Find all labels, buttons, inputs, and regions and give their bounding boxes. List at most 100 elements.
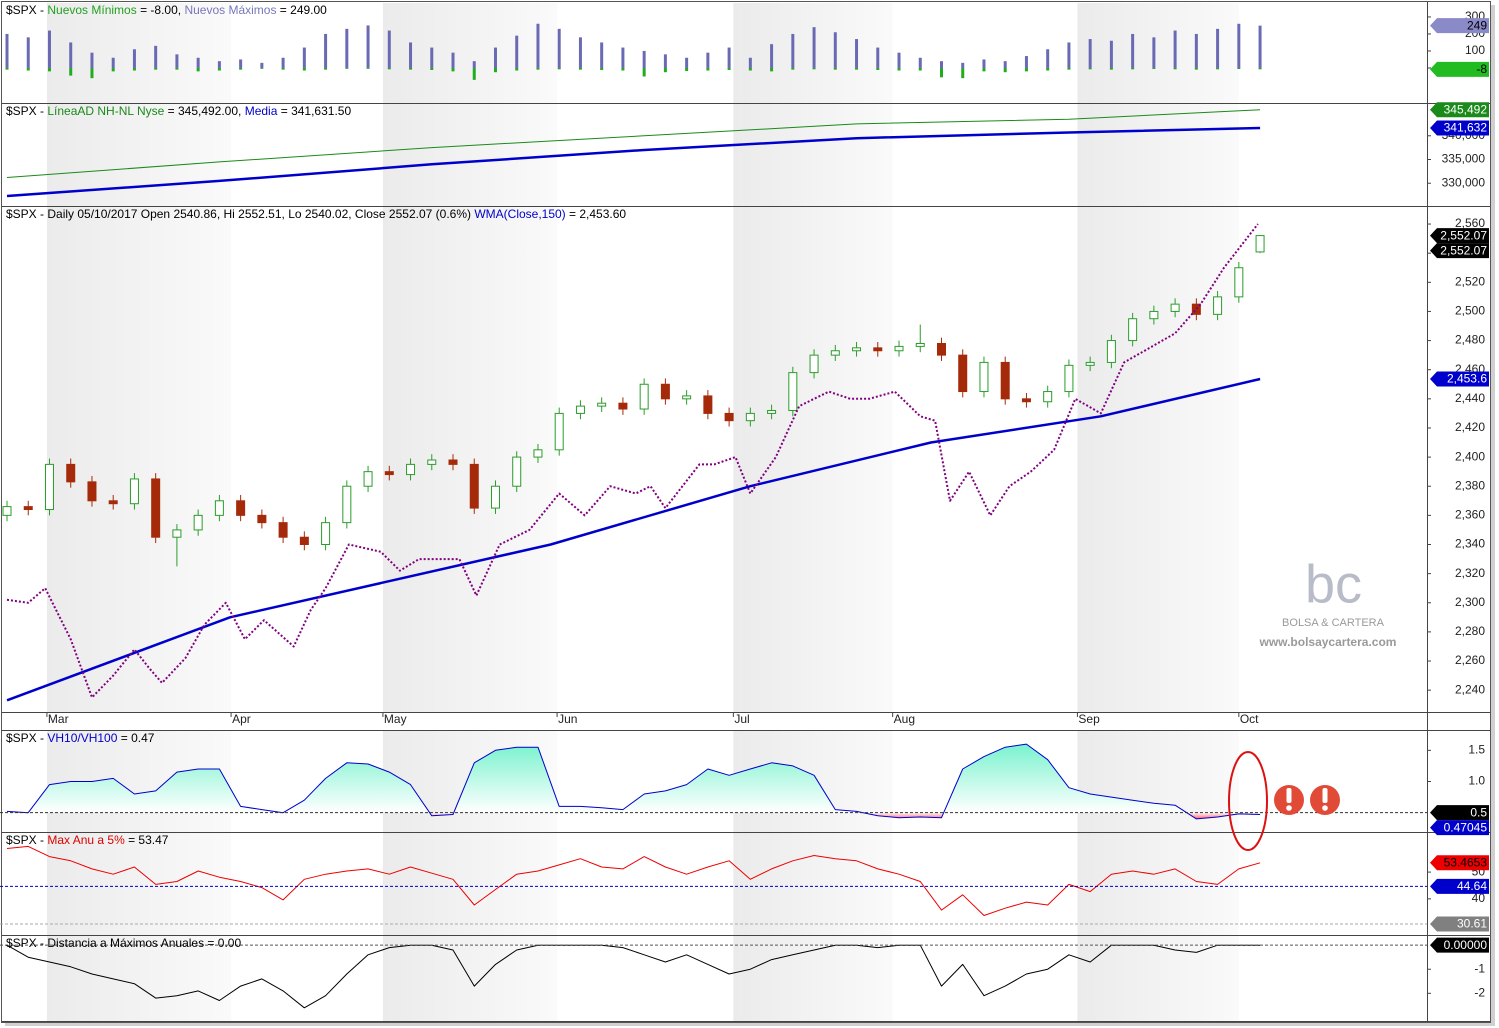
series-line — [6, 377, 1261, 702]
y-tick-label: 2,280 — [1455, 624, 1485, 638]
level-badge — [1430, 228, 1489, 244]
title-part: = 341,631.50 — [277, 104, 351, 118]
bar — [154, 45, 158, 68]
bar — [281, 67, 285, 70]
bar — [685, 57, 689, 68]
candle-body — [44, 463, 54, 511]
candle-body — [151, 478, 161, 538]
bar — [1088, 67, 1092, 70]
level-badge — [1430, 916, 1489, 932]
candle-body — [979, 361, 989, 393]
x-tick-label: Aug — [894, 712, 915, 726]
title-part: Media — [245, 104, 278, 118]
level-label: 0.00000 — [1444, 938, 1488, 952]
panel-title: $SPX - Max Anu a 5% = 53.47 — [6, 833, 169, 847]
bar — [748, 67, 752, 71]
candle-body — [427, 459, 437, 465]
bar — [430, 47, 434, 68]
candle-body — [66, 463, 76, 483]
title-part: $SPX - Daily 05/10/2017 Open 2540.86, Hi… — [6, 207, 474, 221]
y-tick-label: 2,560 — [1455, 216, 1485, 230]
y-tick-label: -2 — [1474, 985, 1485, 999]
level-label: 2,453.6 — [1447, 372, 1487, 386]
bar — [833, 32, 837, 68]
candle-body — [1149, 310, 1159, 320]
bar — [876, 67, 880, 71]
level-label: 44.64 — [1457, 879, 1487, 893]
bar — [706, 67, 710, 71]
bar — [982, 67, 986, 72]
month-band — [733, 104, 893, 206]
bar — [239, 59, 243, 68]
bar — [26, 37, 30, 68]
month-band — [1077, 936, 1239, 1021]
candle-body — [915, 342, 925, 347]
bar — [111, 57, 115, 68]
candle-body — [936, 342, 946, 356]
bar — [69, 42, 73, 68]
level-label: 249 — [1467, 18, 1487, 32]
bar — [1237, 23, 1241, 68]
bar — [557, 28, 561, 68]
bar — [493, 67, 497, 73]
bar — [1046, 67, 1050, 71]
bar — [387, 30, 391, 68]
title-part: $SPX - — [6, 731, 47, 745]
bar — [939, 61, 943, 68]
bar — [1194, 33, 1198, 68]
level-label: 345,492 — [1444, 102, 1488, 116]
bar — [982, 59, 986, 68]
bar — [132, 49, 136, 68]
candle-body — [1128, 318, 1138, 342]
bar — [833, 67, 837, 70]
bar — [536, 67, 540, 70]
bar — [1003, 61, 1007, 68]
bar — [324, 33, 328, 68]
month-band — [733, 207, 893, 712]
bar — [1258, 25, 1262, 68]
month-band — [733, 936, 893, 1021]
candle-body — [894, 345, 904, 352]
month-band — [733, 833, 893, 935]
month-band — [46, 207, 232, 712]
month-band — [46, 3, 232, 103]
candle-body — [830, 350, 840, 356]
candle-body — [1043, 391, 1053, 403]
y-tick-label: 2,260 — [1455, 653, 1485, 667]
level-badge — [1430, 878, 1489, 894]
watermark-logo: bc — [1305, 554, 1362, 614]
candle-body — [321, 522, 331, 545]
bar — [770, 44, 774, 68]
series-line — [6, 109, 1261, 178]
bar — [600, 67, 604, 71]
bar — [918, 67, 922, 71]
candle-body — [618, 402, 628, 410]
bar — [196, 67, 200, 72]
bar — [727, 67, 731, 71]
bar — [47, 30, 51, 68]
bar — [451, 67, 455, 72]
series-line — [6, 743, 1261, 820]
alert-icon — [1274, 785, 1304, 815]
candle-body — [533, 449, 543, 458]
level-label: -8 — [1476, 62, 1487, 76]
x-tick-label: Mar — [48, 712, 69, 726]
candle-body — [958, 354, 968, 393]
candle-body — [406, 463, 416, 476]
bar — [472, 61, 476, 68]
title-part: = 249.00 — [276, 3, 327, 17]
bar — [642, 50, 646, 68]
candle-body — [1255, 235, 1265, 253]
bar — [1067, 42, 1071, 68]
y-tick-label: 2,420 — [1455, 420, 1485, 434]
bar — [897, 52, 901, 68]
bar — [876, 47, 880, 68]
bar — [366, 67, 370, 69]
bar — [578, 67, 582, 70]
level-badge — [1430, 371, 1489, 387]
month-band — [46, 833, 232, 935]
bar — [281, 57, 285, 68]
candle-body — [1085, 361, 1095, 366]
bar — [1131, 67, 1135, 70]
